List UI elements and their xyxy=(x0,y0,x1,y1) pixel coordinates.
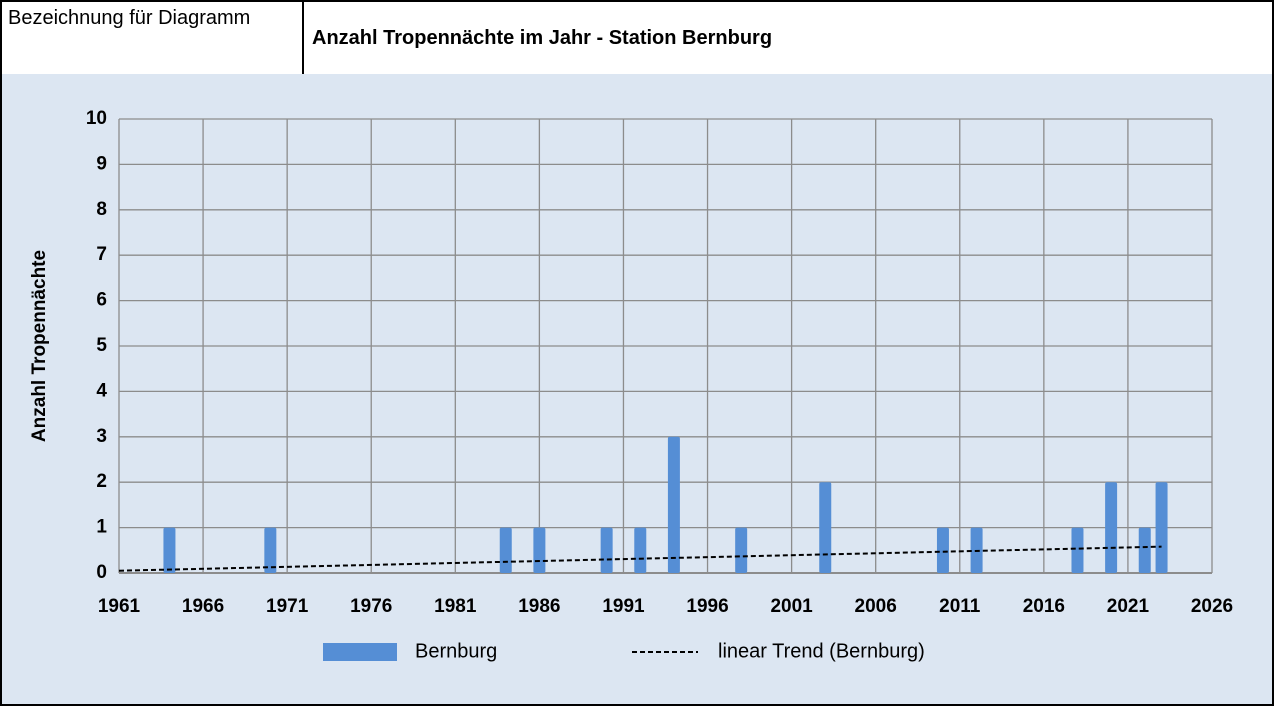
y-tick-label: 5 xyxy=(96,335,107,356)
y-tick-label: 2 xyxy=(96,471,107,492)
x-tick-label: 1986 xyxy=(518,596,560,617)
legend-label: Bernburg xyxy=(415,640,497,662)
bar xyxy=(1071,527,1084,573)
x-tick-label: 1976 xyxy=(350,596,392,617)
bar xyxy=(936,527,949,573)
bar xyxy=(735,527,748,573)
y-tick-label: 10 xyxy=(86,108,107,129)
x-tick-label: 1991 xyxy=(602,596,645,617)
bar xyxy=(819,482,832,573)
y-axis-title: Anzahl Tropennächte xyxy=(29,250,50,442)
x-tick-label: 2001 xyxy=(770,596,813,617)
x-tick-label: 1981 xyxy=(434,596,477,617)
x-tick-label: 1971 xyxy=(266,596,309,617)
legend-label: linear Trend (Bernburg) xyxy=(718,640,925,662)
chart-title: Anzahl Tropennächte im Jahr - Station Be… xyxy=(312,26,773,49)
bar xyxy=(667,436,680,573)
x-tick-label: 1996 xyxy=(686,596,728,617)
y-tick-label: 0 xyxy=(96,562,107,583)
bar xyxy=(1138,527,1151,573)
legend-swatch xyxy=(323,643,397,661)
bar xyxy=(264,527,277,573)
bar xyxy=(600,527,613,573)
bar xyxy=(634,527,647,573)
x-tick-label: 2011 xyxy=(939,596,981,617)
x-tick-label: 2016 xyxy=(1023,596,1065,617)
bar xyxy=(1155,482,1168,573)
x-tick-label: 2006 xyxy=(855,596,897,617)
y-tick-label: 8 xyxy=(96,199,107,220)
trend-line xyxy=(118,545,1162,572)
x-tick-label: 2026 xyxy=(1191,596,1233,617)
bar xyxy=(533,527,546,573)
y-tick-label: 4 xyxy=(96,380,107,401)
bar xyxy=(1105,482,1118,573)
y-tick-label: 1 xyxy=(96,517,107,538)
x-tick-label: 2021 xyxy=(1107,596,1150,617)
bar xyxy=(499,527,512,573)
chart-area xyxy=(0,74,1274,706)
y-tick-label: 9 xyxy=(96,153,107,174)
x-tick-label: 1961 xyxy=(98,596,141,617)
bar xyxy=(163,527,176,573)
y-tick-label: 7 xyxy=(96,244,107,265)
label-cell: Bezeichnung für Diagramm xyxy=(0,0,304,76)
x-tick-label: 1966 xyxy=(182,596,224,617)
y-tick-label: 3 xyxy=(96,426,107,447)
y-tick-label: 6 xyxy=(96,290,107,311)
label-text: Bezeichnung für Diagramm xyxy=(8,7,251,29)
